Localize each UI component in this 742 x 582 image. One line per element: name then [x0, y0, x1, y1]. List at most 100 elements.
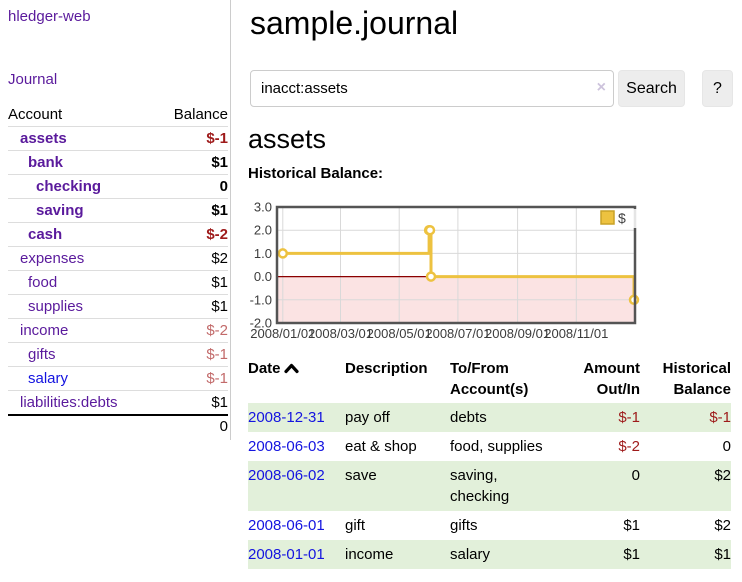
txn-date-link[interactable]: 2008-06-03	[248, 438, 325, 455]
chart-canvas: $3.0 2.0 1.0 0.0 -1.0 -2.02008/01/012008/03/0…	[250, 200, 640, 341]
account-balance-cell: $-1	[155, 126, 228, 151]
txn-amount-cell: $1	[623, 517, 640, 534]
account-row: saving $1	[8, 198, 228, 223]
account-row: bank $1	[8, 150, 228, 175]
account-link-expenses[interactable]: expenses	[20, 250, 85, 267]
account-row: gifts $-1	[8, 342, 228, 367]
account-row: expenses $2	[8, 246, 228, 271]
account-link-bank[interactable]: bank	[28, 154, 64, 171]
account-row: liabilities:debts $1	[8, 391, 228, 416]
account-row: income $-2	[8, 318, 228, 343]
accounts-header-balance: Balance	[155, 103, 228, 127]
brand-link[interactable]: hledger-web	[8, 8, 91, 25]
account-name-cell: food	[8, 270, 156, 295]
account-link-liabilities-debts[interactable]: liabilities:debts	[20, 394, 118, 411]
account-row: food $1	[8, 270, 228, 295]
x-tick-label: 2008/03/01	[308, 326, 373, 341]
account-name-cell: assets	[8, 126, 156, 151]
account-link-assets[interactable]: assets	[20, 130, 67, 147]
account-name-cell: salary	[8, 366, 156, 391]
main-content: sample.journal × Search ? assets Histori…	[248, 0, 735, 582]
search-button[interactable]: Search	[618, 70, 685, 107]
y-tick-label: 2.0	[254, 223, 272, 238]
transaction-row: 2008-06-02 save saving, checking 0 $2	[248, 461, 731, 511]
account-link-checking[interactable]: checking	[36, 178, 102, 195]
page-title: sample.journal	[250, 5, 459, 41]
txn-balance-cell: $2	[714, 467, 731, 484]
account-link-income[interactable]: income	[20, 322, 69, 339]
account-balance-cell: $-1	[155, 366, 228, 391]
account-row: supplies $1	[8, 294, 228, 319]
account-balance-cell: $1	[155, 270, 228, 295]
txn-balance-cell: $-1	[709, 409, 731, 426]
header-amount[interactable]: Amount Out/In	[583, 360, 640, 398]
x-tick-label: 2008/09/01	[485, 326, 550, 341]
account-link-salary[interactable]: salary	[28, 370, 69, 387]
header-accounts[interactable]: To/From Account(s)	[450, 360, 529, 398]
account-name-cell: income	[8, 318, 156, 343]
accounts-header-account: Account	[8, 103, 156, 127]
x-tick-label: 2008/07/01	[425, 326, 490, 341]
legend-label: $	[618, 210, 626, 226]
account-link-food[interactable]: food	[28, 274, 58, 291]
account-name-cell: cash	[8, 222, 156, 247]
account-row: salary $-1	[8, 366, 228, 391]
y-tick-label: 1.0	[254, 246, 272, 261]
account-row: cash $-2	[8, 222, 228, 247]
txn-date-link[interactable]: 2008-01-01	[248, 546, 325, 563]
negative-region	[278, 276, 634, 322]
account-link-saving[interactable]: saving	[36, 202, 84, 219]
y-tick-label: 0.0	[254, 269, 272, 284]
account-link-gifts[interactable]: gifts	[28, 346, 56, 363]
account-balance-cell: $-2	[155, 222, 228, 247]
txn-description-cell: pay off	[345, 409, 390, 426]
txn-balance-cell: $2	[714, 517, 731, 534]
header-description[interactable]: Description	[345, 360, 428, 377]
x-tick-label: 2008/05/01	[367, 326, 432, 341]
accounts-total-row: 0	[8, 414, 228, 437]
search-form: × Search ?	[250, 70, 735, 107]
account-name-cell: liabilities:debts	[8, 391, 155, 416]
sidebar-item-journal[interactable]: Journal	[8, 71, 58, 88]
search-input[interactable]	[250, 70, 614, 107]
txn-accounts-cell: saving, checking	[450, 467, 510, 505]
account-link-supplies[interactable]: supplies	[28, 298, 84, 315]
txn-date-link[interactable]: 2008-12-31	[248, 409, 325, 426]
account-balance-cell: $1	[155, 198, 228, 223]
txn-date-cell: 2008-06-03	[248, 432, 345, 461]
account-balance-cell: $-2	[155, 318, 228, 343]
transaction-row: 2008-01-01 income salary $1 $1	[248, 540, 731, 569]
plot-border	[275, 205, 637, 325]
chart-section-label: Historical Balance:	[248, 165, 384, 182]
account-row: checking 0	[8, 174, 228, 199]
txn-amount-cell: $-1	[618, 409, 640, 426]
clear-search-icon[interactable]: ×	[596, 79, 606, 96]
accounts-table-header: Account Balance	[8, 103, 228, 127]
historical-balance-chart: $3.0 2.0 1.0 0.0 -1.0 -2.0 2008/01/01 2008/03/0…	[250, 200, 650, 350]
txn-date-cell: 2008-01-01	[248, 540, 345, 569]
header-balance[interactable]: Historical Balance	[662, 360, 731, 398]
y-tick-label: -2.0	[250, 316, 272, 331]
account-heading: assets	[248, 124, 327, 154]
account-name-cell: checking	[8, 174, 156, 199]
account-name-cell: expenses	[8, 246, 156, 271]
chevron-up-icon	[283, 359, 299, 380]
account-link-cash[interactable]: cash	[28, 226, 63, 243]
txn-accounts-cell: food, supplies	[450, 438, 543, 455]
sidebar: hledger-web Journal Account Balance asse…	[0, 0, 231, 440]
txn-date-link[interactable]: 2008-06-01	[248, 517, 325, 534]
transaction-row: 2008-06-01 gift gifts $1 $2	[248, 511, 731, 540]
txn-balance-cell: 0	[722, 438, 731, 455]
y-tick-label: -1.0	[250, 292, 272, 307]
account-row: assets $-1	[8, 126, 228, 151]
transaction-row: 2008-06-03 eat & shop food, supplies $-2 0	[248, 432, 731, 461]
account-balance-cell: $1	[155, 150, 228, 175]
txn-date-link[interactable]: 2008-06-02	[248, 467, 325, 484]
account-name-cell: supplies	[8, 294, 156, 319]
data-point-marker	[424, 224, 436, 236]
legend-swatch	[600, 210, 615, 225]
header-date[interactable]: Date	[248, 358, 345, 403]
txn-description-cell: save	[345, 467, 377, 484]
help-button[interactable]: ?	[702, 70, 733, 107]
txn-date-cell: 2008-06-02	[248, 461, 345, 511]
